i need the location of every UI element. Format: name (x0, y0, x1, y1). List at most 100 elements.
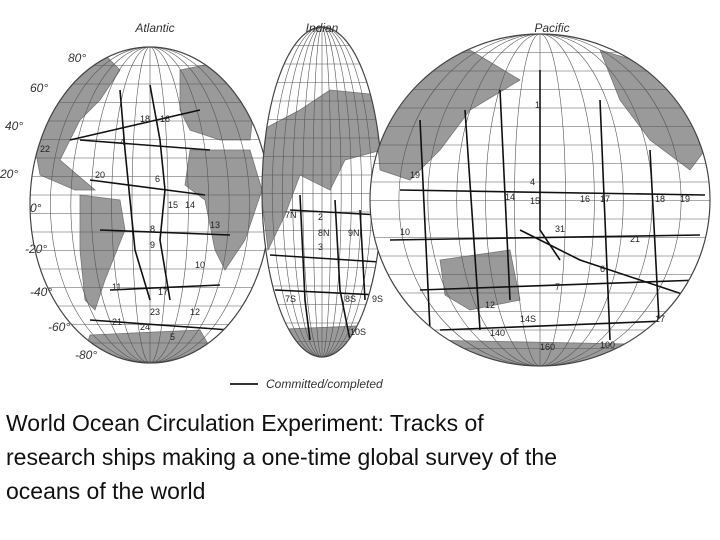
track-label: 12 (190, 307, 200, 317)
track (299, 194, 311, 341)
track-label: 160 (540, 342, 555, 352)
graticule (50, 47, 250, 363)
track-label: 7 (555, 282, 560, 292)
track-label: 19 (680, 194, 690, 204)
latitude-label: -60° (48, 320, 70, 334)
graticule (514, 34, 566, 366)
track-label: 6 (600, 264, 605, 274)
track (89, 179, 206, 196)
track (539, 70, 561, 261)
latitude-label: 0° (30, 201, 42, 215)
track-label: 9 (150, 240, 155, 250)
land (79, 194, 126, 311)
track-label: 9N (348, 228, 360, 238)
track-label: 7S (285, 294, 296, 304)
graticule (302, 27, 342, 357)
track-label: 8S (345, 294, 356, 304)
basin-label: Atlantic (134, 21, 174, 35)
track-label: 4 (530, 177, 535, 187)
latitude-label: -20° (25, 242, 47, 256)
track-label: 21 (112, 317, 122, 327)
track (439, 319, 691, 331)
latitude-label: -80° (75, 348, 97, 362)
track-label: 14 (185, 200, 195, 210)
track (109, 284, 221, 291)
track-label: 14S (520, 314, 536, 324)
track-label: 18 (140, 114, 150, 124)
track-label: 24 (140, 322, 150, 332)
track (99, 229, 231, 236)
caption-line: World Ocean Circulation Experiment: Trac… (6, 410, 484, 436)
graticule (90, 47, 210, 363)
basin-label: Indian (306, 21, 339, 35)
track (419, 279, 701, 291)
track-label: 16 (160, 114, 170, 124)
track-label: 20 (95, 170, 105, 180)
latitude-label: 60° (30, 81, 48, 95)
graticule (111, 47, 189, 363)
basin-label: Pacific (534, 21, 569, 35)
graticule (398, 34, 682, 366)
track-label: 6 (155, 174, 160, 184)
track-label: 17 (600, 194, 610, 204)
ocean-lobe (261, 26, 383, 358)
caption: World Ocean Circulation Experiment: Trac… (6, 406, 557, 508)
graticule (282, 27, 362, 357)
track-label: 23 (150, 307, 160, 317)
track (519, 229, 701, 301)
graticule (70, 47, 230, 363)
track (269, 254, 381, 263)
graticule (292, 27, 352, 357)
track-label: 19 (410, 170, 420, 180)
track (79, 139, 211, 151)
track-label: 10S (350, 327, 366, 337)
world-map: Atlantic Indian Pacific 80° 60° 40° 20° 0° -20° -… (0, 21, 711, 391)
land (179, 59, 256, 141)
track-label: 10 (400, 227, 410, 237)
track-label: 18 (655, 194, 665, 204)
track (389, 234, 701, 241)
track-label: 3 (318, 242, 323, 252)
track (334, 199, 351, 341)
graticule (485, 34, 595, 366)
track-label: 11 (112, 282, 121, 292)
track (359, 209, 366, 301)
track-label: 15 (530, 196, 540, 206)
graticule (456, 34, 624, 366)
latitude-label: 80° (68, 51, 86, 65)
lobe-outline (369, 33, 711, 367)
track-label: 100 (600, 340, 615, 350)
track-label: 4 (120, 137, 125, 147)
track-label: 5 (170, 332, 175, 342)
track (499, 89, 511, 301)
track-label: 9S (372, 294, 383, 304)
track (119, 89, 151, 301)
track (69, 109, 201, 141)
track-label: 31 (555, 224, 565, 234)
track-label: 1 (535, 100, 540, 110)
track-label: 22 (40, 144, 50, 154)
track-label: 17 (158, 287, 168, 297)
latitude-label: -40° (30, 285, 52, 299)
track-label: 14 (505, 192, 515, 202)
track (464, 109, 481, 331)
legend-label: Committed/completed (266, 377, 383, 391)
graticule (312, 27, 332, 357)
track-label: 8 (150, 224, 155, 234)
graticule (131, 47, 169, 363)
track-label: 140 (490, 328, 505, 338)
track-label: 13 (210, 220, 220, 230)
land (184, 149, 263, 271)
track (599, 99, 611, 341)
track (274, 289, 381, 296)
track-label: 8N (318, 228, 330, 238)
track (89, 319, 231, 331)
caption-line: oceans of the world (6, 478, 206, 504)
track-label: 21 (630, 234, 640, 244)
track (399, 189, 706, 196)
caption-line: research ships making a one-time global … (6, 444, 558, 470)
track-label: 7N (285, 210, 297, 220)
latitude-label: 40° (5, 119, 23, 133)
ocean-lobe (29, 46, 271, 364)
